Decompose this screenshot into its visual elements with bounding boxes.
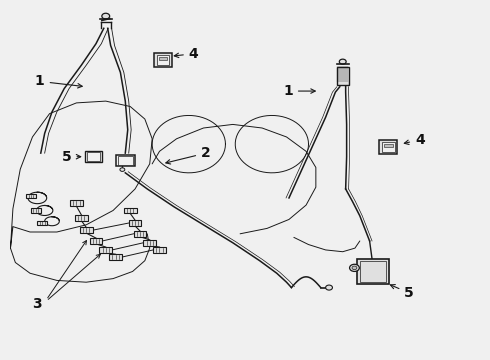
Bar <box>134 231 147 237</box>
Bar <box>382 142 394 152</box>
Bar <box>129 220 142 226</box>
Circle shape <box>102 13 110 19</box>
Bar <box>80 227 93 233</box>
Bar <box>379 140 397 154</box>
Bar <box>337 67 348 85</box>
Circle shape <box>352 266 357 270</box>
Bar <box>153 247 166 253</box>
Text: 2: 2 <box>166 146 211 164</box>
Bar <box>31 208 41 213</box>
Bar <box>116 154 135 166</box>
Bar <box>87 152 100 161</box>
Text: 1: 1 <box>35 75 82 89</box>
Bar <box>37 221 47 225</box>
Bar <box>384 144 392 147</box>
Circle shape <box>120 168 125 171</box>
Circle shape <box>349 264 359 271</box>
Text: 5: 5 <box>62 150 81 164</box>
Bar <box>360 261 386 282</box>
Text: 5: 5 <box>391 285 414 300</box>
Circle shape <box>326 285 332 290</box>
Bar <box>90 238 102 244</box>
Text: 3: 3 <box>32 297 42 311</box>
Bar <box>157 55 169 64</box>
Bar <box>26 194 36 198</box>
Text: 4: 4 <box>174 47 198 61</box>
Bar <box>124 208 137 213</box>
Text: 1: 1 <box>283 84 315 98</box>
Bar <box>99 247 112 253</box>
Bar <box>75 215 88 221</box>
Bar <box>159 57 167 60</box>
Bar <box>70 201 83 206</box>
Bar <box>118 156 133 165</box>
Bar <box>85 151 102 162</box>
Bar <box>357 259 389 284</box>
Circle shape <box>339 59 346 64</box>
Text: 4: 4 <box>404 133 425 147</box>
Bar <box>154 53 172 67</box>
Bar <box>144 240 156 246</box>
Bar <box>109 254 122 260</box>
